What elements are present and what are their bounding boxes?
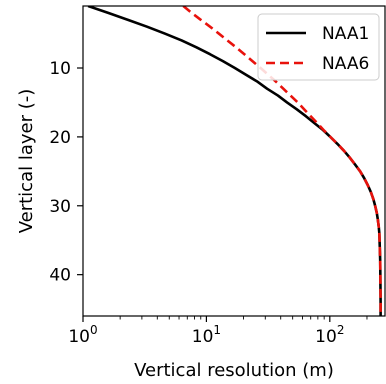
y-axis-ticks: 10 20 30 40 — [49, 59, 83, 286]
x-axis-ticks: 100 101 102 — [68, 316, 368, 347]
x-tick-label: 100 — [68, 323, 97, 347]
y-tick-label: 30 — [49, 197, 71, 217]
legend-label-naa1: NAA1 — [322, 24, 369, 44]
series-line-naa6 — [182, 6, 382, 316]
x-tick-label: 102 — [315, 323, 344, 347]
series-lines — [87, 6, 382, 316]
legend: NAA1 NAA6 — [257, 13, 380, 81]
y-tick-label: 40 — [49, 266, 71, 286]
y-tick-label: 20 — [49, 128, 71, 148]
y-tick-label: 10 — [49, 59, 71, 79]
plot-frame — [82, 5, 386, 317]
x-tick-label: 101 — [192, 323, 221, 347]
x-axis-label: Vertical resolution (m) — [134, 360, 334, 381]
legend-label-naa6: NAA6 — [322, 54, 369, 74]
y-axis-label: Vertical layer (-) — [16, 89, 37, 234]
